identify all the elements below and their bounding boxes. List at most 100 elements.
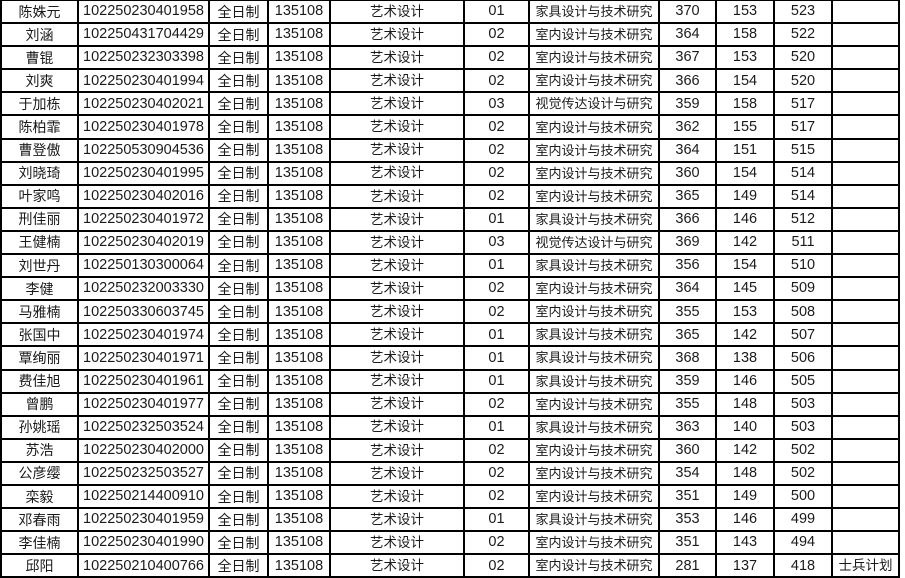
cell-major-name: 艺术设计 [329, 460, 465, 486]
cell-exam-id: 102250230401974 [77, 322, 210, 348]
cell-major-name: 艺术设计 [329, 414, 465, 440]
cell-name: 邓春雨 [0, 507, 79, 533]
cell-major-name: 艺术设计 [329, 229, 465, 256]
cell-retest-score: 146 [715, 507, 775, 533]
cell-remark [831, 299, 900, 325]
cell-direction-code: 02 [463, 460, 530, 486]
cell-direction-code: 01 [463, 368, 530, 394]
table-row: 叶家鸣 102250230402016 全日制 135108 艺术设计 02 室内设计与技术… [0, 183, 900, 209]
cell-research-direction: 室内设计与技术研究 [528, 299, 660, 325]
cell-study-mode: 全日制 [208, 391, 269, 417]
cell-major-name: 艺术设计 [329, 206, 465, 232]
cell-remark [831, 322, 900, 348]
cell-initial-score: 365 [658, 183, 717, 209]
cell-major-name: 艺术设计 [329, 553, 465, 578]
cell-retest-score: 148 [715, 391, 775, 417]
cell-major-name: 艺术设计 [329, 137, 465, 163]
cell-major-name: 艺术设计 [329, 483, 465, 510]
cell-remark [831, 114, 900, 140]
cell-research-direction: 室内设计与技术研究 [528, 22, 660, 48]
table-row: 李健 102250232003330 全日制 135108 艺术设计 02 室内设计与技术研… [0, 276, 900, 302]
cell-total-score: 507 [773, 322, 833, 348]
cell-total-score: 511 [773, 229, 833, 256]
cell-major-name: 艺术设计 [329, 160, 465, 186]
cell-exam-id: 102250230401995 [77, 160, 210, 186]
cell-major-name: 艺术设计 [329, 345, 465, 371]
cell-exam-id: 102250232003330 [77, 276, 210, 302]
cell-total-score: 514 [773, 160, 833, 186]
cell-major-code: 135108 [267, 45, 331, 71]
cell-exam-id: 102250230402019 [77, 229, 210, 256]
cell-study-mode: 全日制 [208, 22, 269, 48]
cell-major-code: 135108 [267, 414, 331, 440]
cell-major-code: 135108 [267, 276, 331, 302]
cell-name: 刘晓琦 [0, 160, 79, 186]
cell-major-code: 135108 [267, 160, 331, 186]
cell-retest-score: 154 [715, 68, 775, 94]
cell-exam-id: 102250431704429 [77, 22, 210, 48]
cell-exam-id: 102250214400910 [77, 483, 210, 510]
cell-retest-score: 148 [715, 460, 775, 486]
cell-research-direction: 家具设计与技术研究 [528, 345, 660, 371]
cell-retest-score: 146 [715, 368, 775, 394]
cell-direction-code: 02 [463, 160, 530, 186]
cell-study-mode: 全日制 [208, 45, 269, 71]
cell-study-mode: 全日制 [208, 507, 269, 533]
cell-total-score: 517 [773, 91, 833, 117]
cell-initial-score: 360 [658, 160, 717, 186]
cell-study-mode: 全日制 [208, 183, 269, 209]
table-row: 陈姝元 102250230401958 全日制 135108 艺术设计 01 家具设计与技术… [0, 0, 900, 25]
table-row: 刑佳丽 102250230401972 全日制 135108 艺术设计 01 家具设计与技术… [0, 206, 900, 232]
cell-major-code: 135108 [267, 322, 331, 348]
cell-name: 栾毅 [0, 483, 79, 510]
table-row: 公彦缨 102250232503527 全日制 135108 艺术设计 02 室内设计与技术… [0, 460, 900, 486]
cell-exam-id: 102250330603745 [77, 299, 210, 325]
cell-name: 刑佳丽 [0, 206, 79, 232]
cell-major-code: 135108 [267, 553, 331, 578]
cell-name: 曹锟 [0, 45, 79, 71]
cell-name: 李健 [0, 276, 79, 302]
cell-initial-score: 369 [658, 229, 717, 256]
cell-research-direction: 室内设计与技术研究 [528, 68, 660, 94]
cell-retest-score: 149 [715, 183, 775, 209]
cell-research-direction: 室内设计与技术研究 [528, 183, 660, 209]
cell-major-code: 135108 [267, 0, 331, 25]
cell-remark [831, 507, 900, 533]
cell-remark [831, 22, 900, 48]
cell-total-score: 503 [773, 391, 833, 417]
cell-major-name: 艺术设计 [329, 368, 465, 394]
cell-retest-score: 143 [715, 530, 775, 556]
cell-total-score: 515 [773, 137, 833, 163]
cell-initial-score: 370 [658, 0, 717, 25]
cell-major-name: 艺术设计 [329, 507, 465, 533]
cell-research-direction: 家具设计与技术研究 [528, 253, 660, 279]
cell-initial-score: 360 [658, 437, 717, 463]
cell-remark [831, 530, 900, 556]
cell-direction-code: 02 [463, 437, 530, 463]
cell-study-mode: 全日制 [208, 368, 269, 394]
cell-major-name: 艺术设计 [329, 437, 465, 463]
table-row: 张国中 102250230401974 全日制 135108 艺术设计 01 家具设计与技术… [0, 322, 900, 348]
cell-study-mode: 全日制 [208, 414, 269, 440]
cell-research-direction: 室内设计与技术研究 [528, 137, 660, 163]
cell-remark [831, 414, 900, 440]
cell-direction-code: 02 [463, 299, 530, 325]
cell-major-name: 艺术设计 [329, 91, 465, 117]
table-row: 覃绚丽 102250230401971 全日制 135108 艺术设计 01 家具设计与技术… [0, 345, 900, 371]
table-row: 曹锟 102250232303398 全日制 135108 艺术设计 02 室内设计与技术研… [0, 45, 900, 71]
cell-remark [831, 0, 900, 25]
cell-remark [831, 68, 900, 94]
cell-major-code: 135108 [267, 229, 331, 256]
cell-direction-code: 03 [463, 229, 530, 256]
cell-exam-id: 102250230401961 [77, 368, 210, 394]
cell-remark [831, 483, 900, 510]
cell-initial-score: 366 [658, 68, 717, 94]
cell-exam-id: 102250230401994 [77, 68, 210, 94]
cell-retest-score: 153 [715, 0, 775, 25]
cell-major-code: 135108 [267, 22, 331, 48]
cell-study-mode: 全日制 [208, 206, 269, 232]
cell-retest-score: 153 [715, 299, 775, 325]
cell-name: 孙姚瑶 [0, 414, 79, 440]
cell-exam-id: 102250230401959 [77, 507, 210, 533]
cell-study-mode: 全日制 [208, 483, 269, 510]
